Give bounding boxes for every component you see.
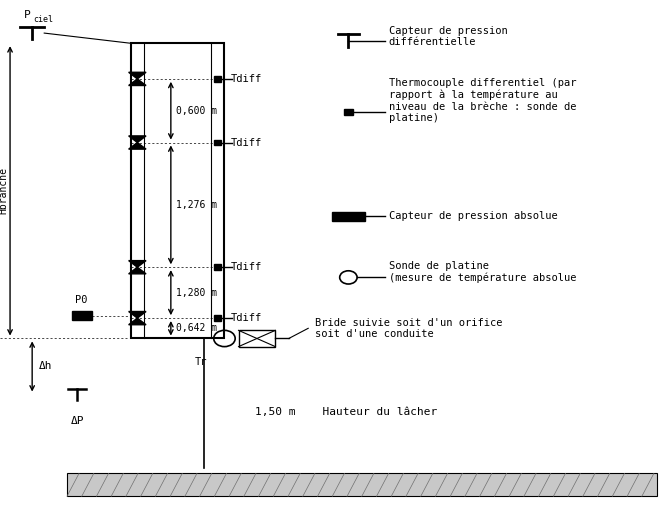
Text: Thermocouple differentiel (par
rapport à la température au
niveau de la brèche :: Thermocouple differentiel (par rapport à…: [389, 78, 576, 124]
Text: Capteur de pression
différentielle: Capteur de pression différentielle: [389, 26, 507, 47]
Text: P0: P0: [75, 295, 88, 305]
Polygon shape: [129, 143, 146, 149]
Polygon shape: [129, 267, 146, 274]
Bar: [214, 140, 221, 146]
Bar: [214, 76, 221, 82]
Text: Capteur de pression absolue: Capteur de pression absolue: [389, 211, 557, 221]
Text: Bride suivie soit d'un orifice
soit d'une conduite: Bride suivie soit d'un orifice soit d'un…: [315, 318, 502, 339]
Text: ΔP: ΔP: [70, 416, 84, 426]
Bar: [67, 473, 657, 496]
Bar: [332, 212, 365, 221]
Polygon shape: [129, 136, 146, 143]
Text: 1,276 m: 1,276 m: [176, 200, 217, 210]
Bar: [131, 43, 224, 338]
Text: 1,280 m: 1,280 m: [176, 288, 217, 298]
Bar: [344, 108, 353, 115]
Text: Tdiff: Tdiff: [231, 74, 263, 84]
Text: 1,50 m    Hauteur du lâcher: 1,50 m Hauteur du lâcher: [255, 407, 437, 417]
Text: Tdiff: Tdiff: [231, 262, 263, 272]
Polygon shape: [129, 312, 146, 318]
Text: 0,600 m: 0,600 m: [176, 106, 217, 116]
Polygon shape: [129, 72, 146, 79]
Polygon shape: [129, 261, 146, 267]
Polygon shape: [129, 79, 146, 86]
Text: Δh: Δh: [39, 361, 52, 372]
Bar: [214, 265, 221, 270]
Text: Tr: Tr: [195, 357, 207, 367]
Bar: [214, 315, 221, 321]
Bar: [239, 330, 275, 347]
Text: Tdiff: Tdiff: [231, 313, 263, 323]
Text: Sonde de platine
(mesure de température absolue: Sonde de platine (mesure de température …: [389, 261, 576, 284]
Text: ciel: ciel: [34, 15, 54, 24]
Text: Tdiff: Tdiff: [231, 137, 263, 148]
Text: 0,642 m: 0,642 m: [176, 323, 217, 333]
Polygon shape: [129, 318, 146, 325]
Text: Hbranche: Hbranche: [0, 167, 8, 214]
Bar: [72, 311, 92, 320]
Text: P: P: [24, 10, 31, 20]
